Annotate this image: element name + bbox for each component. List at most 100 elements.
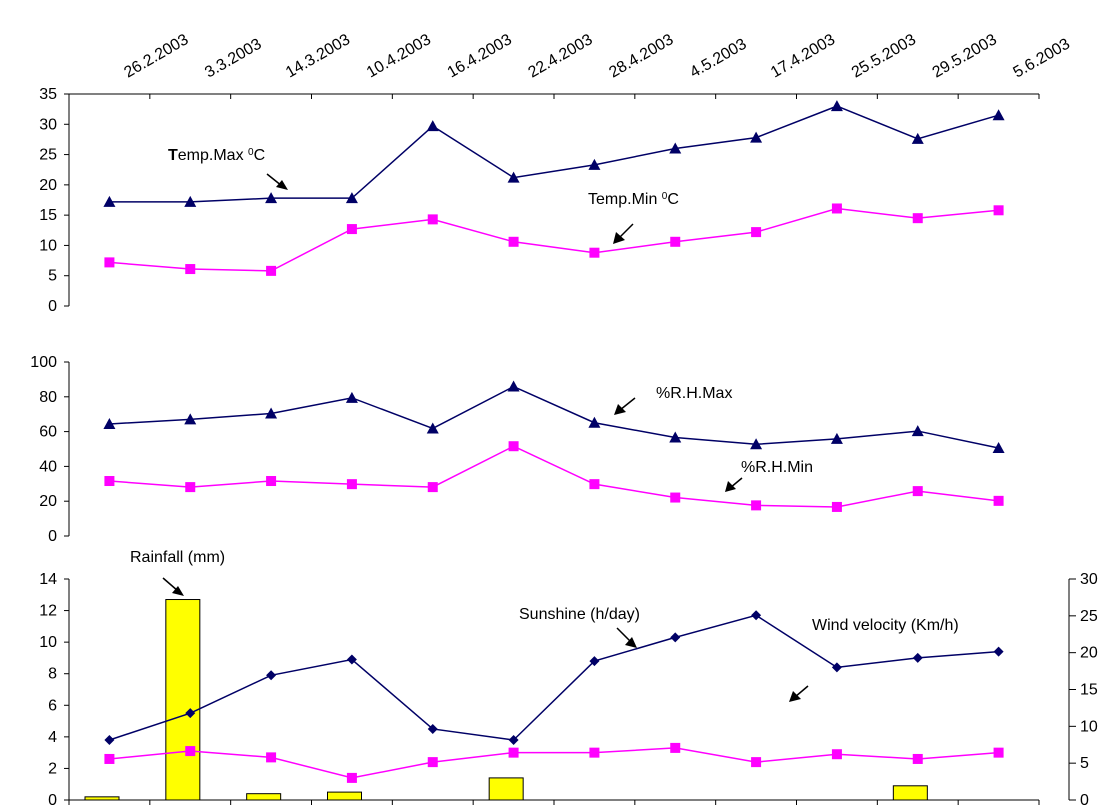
temp-max-point [669,142,682,154]
right-tick-label: 20 [1080,645,1098,662]
date-label: 29.5.2003 [930,31,1000,81]
temp-min-point [427,214,438,225]
sunshine-label: Sunshine (h/day) [519,606,640,623]
y-tick-label: 14 [39,571,57,588]
temp-max-point [426,120,439,132]
y-tick-label: 20 [39,493,57,510]
rh-max-arrow [614,397,636,415]
rh-max-point [265,407,278,419]
temp-max-point [911,132,924,144]
temp-min-point [185,264,196,275]
temp-max-point [265,192,278,204]
sunshine-point [912,652,923,663]
temp-max-point [184,195,197,207]
wind-line [109,747,999,779]
sunshine-wind-series [104,610,1004,783]
sunshine-line [109,614,999,741]
rainfall-bar [165,599,201,801]
rh-min-label: %R.H.Min [741,459,813,476]
sunshine-point [346,654,357,665]
sunshine-point [589,656,600,667]
temp-min-point [831,203,842,214]
sunshine-point [831,662,842,673]
sunshine-point [993,646,1004,657]
temp-min-point [589,247,600,258]
wind-point [589,747,600,758]
date-label: 5.6.2003 [1011,36,1074,82]
y-tick-label: 35 [39,86,57,103]
rh-min-point [589,479,600,490]
temperature-panel: 0 5 10 15 20 25 30 35 Temp.Max 0C Temp.Min 0C [39,86,1040,315]
y-tick-label: 6 [48,697,57,714]
sunshine-point [751,610,762,621]
rainfall-bar [327,791,362,801]
rh-max-point [911,425,924,437]
temp-min-point [912,213,923,224]
date-label: 28.4.2003 [606,31,676,81]
temp-min-point [993,205,1004,216]
date-label: 26.2.2003 [121,31,191,81]
rh-max-label: %R.H.Max [656,385,732,402]
wind-point [831,749,842,760]
y-tick-label: 60 [39,424,57,441]
date-label: 10.4.2003 [364,31,434,81]
temp-max-point [992,109,1005,121]
y-tick-label: 40 [39,458,57,475]
rh-max-line [109,385,999,449]
right-tick-label: 10 [1080,718,1098,735]
temp-max-line [109,105,999,203]
rainfall-bar [246,793,282,801]
temp-max-arrow [266,173,288,190]
wind-point [508,747,519,758]
temp-min-point [346,224,357,235]
rain-sun-wind-axes: 0 2 4 6 8 10 12 14 0 5 10 15 20 25 30 [39,571,1098,809]
rain-sun-wind-panel: 0 2 4 6 8 10 12 14 0 5 10 15 20 25 30 Rainfall (mm) Su… [39,549,1098,809]
rh-min-point [266,476,277,487]
rh-max-point [750,438,763,450]
temp-min-label: Temp.Min 0C [588,191,679,209]
rainfall-bar [84,796,120,801]
sunshine-point [508,735,519,746]
y-tick-label: 2 [48,760,57,777]
sunshine-point [266,670,277,681]
rainfall-arrow [162,577,184,596]
y-tick-label: 80 [39,389,57,406]
temp-max-point [507,171,520,183]
rh-max-point [830,432,843,444]
temp-min-point [266,265,277,276]
wind-label: Wind velocity (Km/h) [812,617,959,634]
rh-min-point [104,476,115,487]
date-label: 3.3.2003 [202,36,265,82]
rainfall-bars [84,599,928,801]
date-label: 25.5.2003 [849,31,919,81]
temp-max-point [588,158,601,170]
date-label: 4.5.2003 [687,36,750,82]
wind-point [993,747,1004,758]
right-tick-label: 15 [1080,682,1098,699]
temp-min-point [670,236,681,247]
wind-point [346,772,357,783]
sunshine-point [104,735,115,746]
rh-min-point [912,486,923,497]
wind-point [751,757,762,768]
rh-min-point [346,479,357,490]
temp-min-point [751,227,762,238]
wind-point [427,757,438,768]
y-tick-label: 15 [39,207,57,224]
y-tick-label: 10 [39,237,57,254]
sunshine-point [427,723,438,734]
y-tick-label: 12 [39,603,57,620]
rh-min-point [508,441,519,452]
rh-max-point [103,417,116,429]
rh-min-point [670,492,681,503]
sunshine-point [185,708,196,719]
wind-point [104,753,115,764]
rh-max-point [507,380,520,392]
humidity-series [103,380,1005,512]
y-tick-label: 0 [48,792,57,805]
rh-max-point [426,422,439,434]
temp-min-line [109,207,999,272]
y-tick-label: 0 [48,298,57,315]
